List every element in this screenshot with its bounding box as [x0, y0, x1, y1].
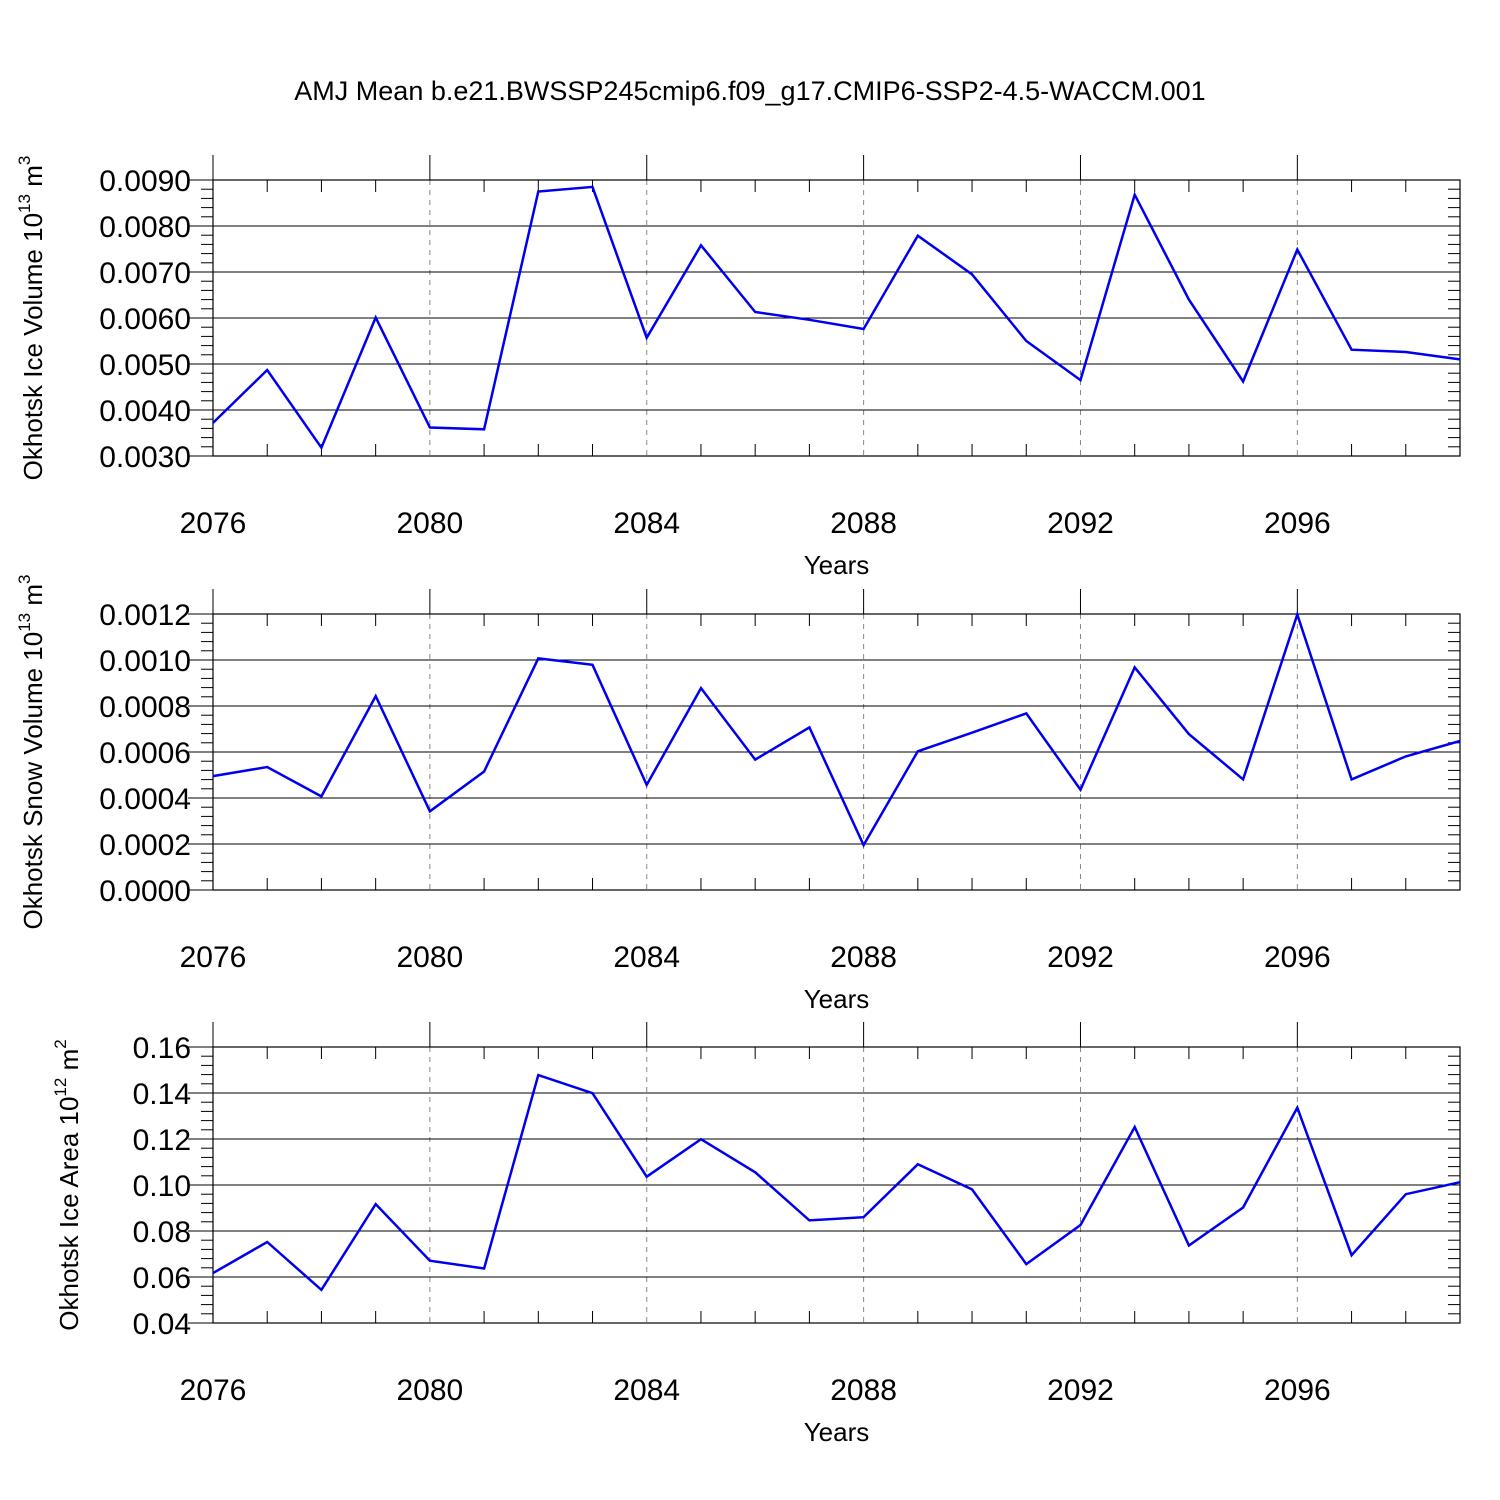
series-line-ice-area	[212, 1073, 1461, 1292]
y-tick-label: 0.0010	[99, 645, 191, 678]
x-axis-label: Years	[804, 984, 870, 1014]
x-tick-label: 2096	[1264, 941, 1331, 974]
y-axis-label-superscript: 3	[15, 156, 34, 165]
y-tick-label: 0.0030	[99, 441, 191, 474]
x-tick-label: 2092	[1047, 1374, 1114, 1407]
y-tick-label: 0.0090	[99, 165, 191, 198]
y-axis-label: Okhotsk Snow Volume 1013 m3	[15, 575, 48, 930]
x-tick-label: 2084	[613, 507, 680, 540]
y-tick-label: 0.0080	[99, 211, 191, 244]
y-axis-label-part: Okhotsk Ice Volume 10	[18, 213, 48, 480]
y-axis-label-superscript: 3	[15, 575, 34, 584]
y-tick-label: 0.10	[133, 1170, 191, 1203]
x-tick-label: 2088	[830, 941, 897, 974]
series-line-ice-volume	[212, 185, 1461, 451]
y-axis-label-superscript: 13	[15, 613, 34, 632]
y-axis-label-superscript: 12	[51, 1078, 70, 1097]
y-axis-label-part: Okhotsk Snow Volume 10	[18, 632, 48, 930]
x-axis-label: Years	[804, 1417, 870, 1447]
y-axis-label-superscript: 2	[51, 1039, 70, 1048]
x-tick-label: 2076	[180, 507, 247, 540]
y-tick-label: 0.0040	[99, 395, 191, 428]
panel-ice-area: 0.04 0.06 0.08 0.10 0.12 0.14 0.16 2076 2080 2084…	[51, 1022, 1461, 1447]
plot-frame-snow-volume	[212, 613, 1461, 891]
plot-frame-ice-area	[212, 1046, 1461, 1324]
y-tick-label: 0.0002	[99, 829, 191, 862]
y-axis-label: Okhotsk Ice Volume 1013 m3	[15, 156, 48, 481]
y-tick-label: 0.0060	[99, 303, 191, 336]
x-tick-label: 2084	[613, 1374, 680, 1407]
x-tick-label: 2076	[180, 941, 247, 974]
y-axis-label: Okhotsk Ice Area 1012 m2	[51, 1039, 84, 1330]
y-tick-label: 0.0012	[99, 599, 191, 632]
x-tick-label: 2080	[396, 1374, 463, 1407]
panel-snow-volume: 0.0000 0.0002 0.0004 0.0006 0.0008 0.0010 0.00…	[15, 575, 1461, 1014]
y-tick-label: 0.08	[133, 1216, 191, 1249]
x-tick-label: 2088	[830, 1374, 897, 1407]
y-tick-label: 0.0070	[99, 257, 191, 290]
x-tick-label: 2096	[1264, 507, 1331, 540]
x-tick-label: 2096	[1264, 1374, 1331, 1407]
y-tick-label: 0.16	[133, 1032, 191, 1065]
y-tick-label: 0.0000	[99, 875, 191, 908]
x-tick-label: 2076	[180, 1374, 247, 1407]
y-tick-label: 0.0008	[99, 691, 191, 724]
y-tick-label: 0.0006	[99, 737, 191, 770]
panel-ice-volume: 0.0030 0.0040 0.0050 0.0060 0.0070 0.0080 0.00…	[15, 155, 1461, 580]
x-tick-label: 2084	[613, 941, 680, 974]
x-tick-label: 2092	[1047, 507, 1114, 540]
plot-frame-ice-volume	[212, 179, 1461, 457]
x-axis-label: Years	[804, 550, 870, 580]
y-axis-label-superscript: 13	[15, 194, 34, 213]
figure-title: AMJ Mean b.e21.BWSSP245cmip6.f09_g17.CMI…	[294, 76, 1206, 106]
y-tick-label: 0.06	[133, 1262, 191, 1295]
y-tick-label: 0.12	[133, 1124, 191, 1157]
x-tick-label: 2092	[1047, 941, 1114, 974]
x-tick-label: 2088	[830, 507, 897, 540]
x-tick-label: 2080	[396, 507, 463, 540]
y-tick-label: 0.0050	[99, 349, 191, 382]
series-line-snow-volume	[212, 610, 1461, 848]
x-tick-label: 2080	[396, 941, 463, 974]
y-axis-label-part: m	[18, 584, 48, 613]
y-axis-label-part: Okhotsk Ice Area 10	[54, 1097, 84, 1331]
y-axis-label-part: m	[54, 1049, 84, 1078]
y-axis-label-part: m	[18, 165, 48, 194]
y-tick-label: 0.14	[133, 1078, 191, 1111]
y-tick-label: 0.0004	[99, 783, 191, 816]
y-tick-label: 0.04	[133, 1308, 191, 1341]
